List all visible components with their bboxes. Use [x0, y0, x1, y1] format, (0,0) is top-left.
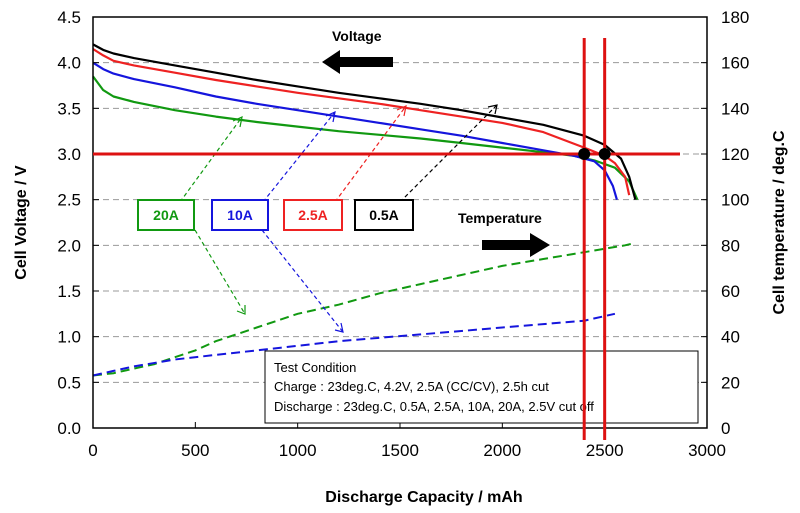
temperature-line-20A — [92, 242, 636, 377]
label-10a-box — [211, 199, 269, 231]
voltage-arrow-icon — [322, 50, 393, 74]
y-left-axis-title: Cell Voltage / V — [13, 165, 30, 280]
annotations: Voltage Temperature 20A — [137, 28, 699, 424]
leader-20a-temp — [194, 229, 246, 315]
x-tick-label-4: 2000 — [483, 441, 521, 460]
arrowhead-20a-voltage — [232, 115, 243, 128]
temperature-arrow-icon — [482, 233, 550, 257]
y-left-tick-label-2: 1.0 — [57, 328, 81, 347]
x-axis-title: Discharge Capacity / mAh — [325, 489, 522, 506]
x-tick-label-2: 1000 — [279, 441, 317, 460]
y-right-tick-label-0: 0 — [721, 419, 730, 438]
y-left-tick-label-8: 4.0 — [57, 54, 81, 73]
y-right-tick-label-6: 120 — [721, 145, 749, 164]
y-right-tick-label-7: 140 — [721, 99, 749, 118]
voltage-line-10A — [92, 61, 618, 201]
temperature-line-10A — [92, 312, 616, 377]
arrowhead-0_5a-voltage — [487, 104, 498, 115]
x-tick-label-1: 500 — [181, 441, 209, 460]
label-10a: 10A — [211, 199, 269, 231]
temperature-arrow-label: Temperature — [458, 210, 542, 226]
y-left-tick-label-7: 3.5 — [57, 99, 81, 118]
label-0_5a-text: 0.5A — [369, 207, 399, 223]
label-20a: 20A — [137, 199, 195, 231]
arrowhead-20a-temp — [236, 305, 246, 315]
label-20a-text: 20A — [153, 207, 179, 223]
leader-10a-voltage — [262, 111, 336, 203]
voltage-line-0_5A — [92, 43, 637, 200]
x-tick-label-0: 0 — [88, 441, 97, 460]
voltage-line-20A — [92, 75, 639, 201]
y-right-tick-label-8: 160 — [721, 54, 749, 73]
y-right-tick-label-1: 20 — [721, 373, 740, 392]
arrowhead-10a-voltage — [325, 110, 336, 123]
label-0_5a: 0.5A — [354, 199, 414, 231]
leader-10a-temp — [261, 229, 344, 333]
voltage-line-2_5A — [92, 48, 631, 196]
label-2_5a-text: 2.5A — [298, 207, 328, 223]
y-right-tick-label-3: 60 — [721, 282, 740, 301]
voltage-arrow-label: Voltage — [332, 28, 382, 44]
y-left-tick-label-9: 4.5 — [57, 8, 81, 27]
test-condition-box: Test Condition Charge : 23deg.C, 4.2V, 2… — [264, 350, 699, 424]
arrowhead-2_5a-voltage — [396, 104, 407, 117]
arrowhead-10a-temp — [334, 322, 344, 333]
y-left-tick-label-1: 0.5 — [57, 373, 81, 392]
label-0_5a-box — [354, 199, 414, 231]
intersection-point-1 — [598, 148, 611, 160]
y-right-tick-label-5: 100 — [721, 191, 749, 210]
y-left-tick-label-3: 1.5 — [57, 282, 81, 301]
y-left-tick-label-6: 3.0 — [57, 145, 81, 164]
y-right-axis-title: Cell temperature / deg.C — [771, 130, 788, 314]
label-2_5a-box — [283, 199, 343, 231]
y-left-tick-label-4: 2.0 — [57, 236, 81, 255]
label-10a-text: 10A — [227, 207, 253, 223]
x-tick-label-3: 1500 — [381, 441, 419, 460]
leader-0_5a-voltage — [399, 104, 498, 203]
y-right-tick-label-9: 180 — [721, 8, 749, 27]
y-left-tick-label-0: 0.0 — [57, 419, 81, 438]
test-condition-discharge: Discharge : 23deg.C, 0.5A, 2.5A, 10A, 20… — [274, 399, 594, 414]
y-left-tick-label-5: 2.5 — [57, 191, 81, 210]
x-tick-label-5: 2500 — [586, 441, 624, 460]
x-tick-label-6: 3000 — [688, 441, 726, 460]
test-condition-charge: Charge : 23deg.C, 4.2V, 2.5A (CC/CV), 2.… — [274, 379, 549, 394]
leader-arrowheads — [232, 104, 498, 333]
test-condition-frame — [264, 350, 699, 424]
y-right-tick-label-2: 40 — [721, 328, 740, 347]
label-20a-box — [137, 199, 195, 231]
label-2_5a: 2.5A — [283, 199, 343, 231]
intersection-point-0 — [578, 148, 591, 160]
axes: 0 500 1000 1500 2000 2500 30000.00.51.01.52.02… — [13, 8, 788, 506]
leader-20a-voltage — [179, 116, 243, 203]
red-marker-overlay — [93, 38, 680, 440]
test-condition-title: Test Condition — [274, 360, 356, 375]
y-right-tick-label-4: 80 — [721, 236, 740, 255]
